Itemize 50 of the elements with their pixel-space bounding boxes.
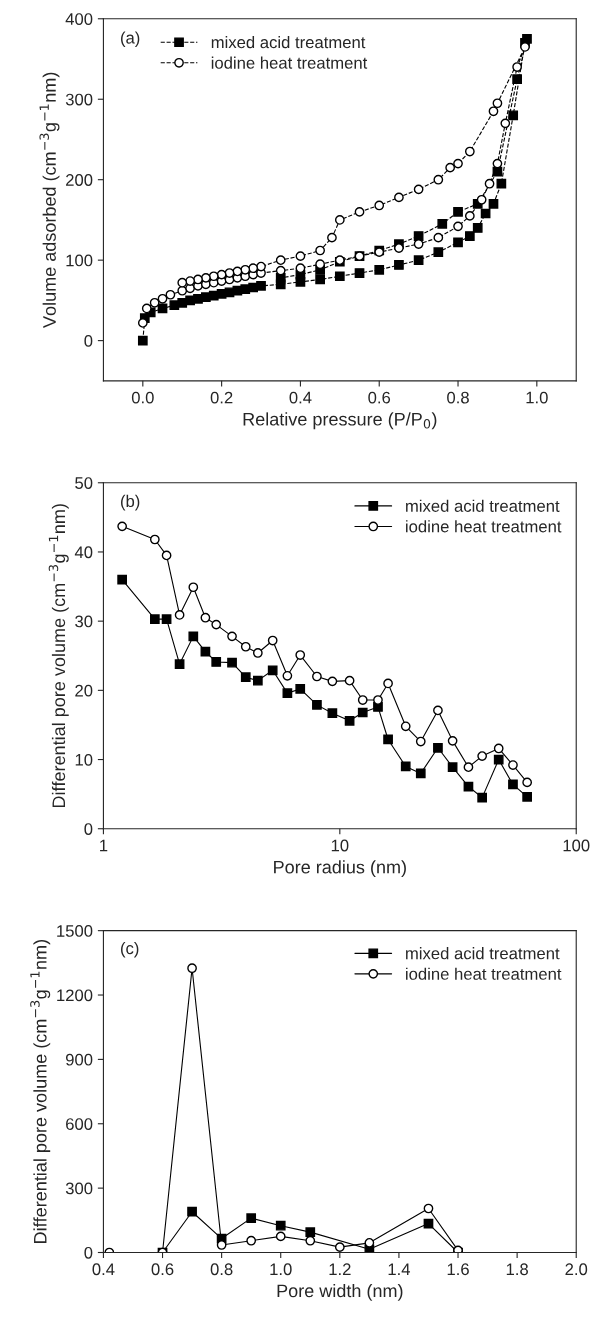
x-tick-label: 0.6 [151, 1263, 174, 1276]
x-tick-label: 0.8 [210, 1263, 233, 1276]
x-tick-label: 0.6 [368, 391, 391, 404]
legend-label: mixed acid treatment [211, 36, 366, 49]
legend-label: iodine heat treatment [406, 967, 562, 980]
annotation: (b) [121, 494, 140, 511]
y-tick-label: 40 [74, 546, 93, 559]
x-axis-title: Relative pressure (P/P$_{0}$) [243, 412, 437, 430]
x-tick-label: 0.8 [447, 391, 469, 404]
y-tick-label: 0 [84, 335, 93, 347]
y-tick-label: 1200 [57, 989, 93, 1002]
legend-label: mixed acid treatment [406, 947, 560, 960]
y-tick-label: 50 [75, 477, 93, 489]
y-tick-label: 200 [66, 174, 93, 186]
y-tick-label: 300 [65, 93, 93, 106]
annotation: (a) [121, 31, 140, 47]
x-tick-label: 1.4 [388, 1263, 411, 1275]
x-axis-title: Pore width (nm) [277, 1284, 403, 1301]
legend-label: iodine heat treatment [406, 520, 562, 533]
y-tick-label: 20 [75, 684, 93, 697]
y-tick-label: 900 [65, 1053, 93, 1066]
x-tick-label: 1.2 [329, 1263, 351, 1275]
y-tick-label: 0 [84, 823, 93, 835]
x-tick-label: 1.8 [506, 1263, 528, 1276]
x-axis-title: Pore radius (nm) [274, 860, 406, 878]
x-tick-label: 1.0 [526, 391, 548, 404]
x-tick-label: 0.4 [289, 391, 312, 404]
legend-label: iodine heat treatment [211, 56, 368, 69]
legend-label: mixed acid treatment [406, 499, 560, 512]
y-axis-title: Volume adsorbed (cm$^{−3}$g$^{−1}$nm) [39, 72, 60, 328]
y-tick-label: 600 [66, 1118, 93, 1130]
y-tick-label: 10 [75, 753, 93, 766]
x-tick-label: 1 [100, 839, 108, 852]
annotation: (c) [121, 941, 139, 958]
x-tick-label: 100 [563, 839, 590, 852]
x-tick-label: 0.2 [210, 391, 233, 404]
y-tick-label: 0 [84, 1246, 93, 1259]
y-tick-label: 1500 [57, 925, 93, 937]
y-axis-title: Differential pore volume (cm$^{−3}$g$^{−1}$nm) [30, 940, 51, 1243]
x-tick-label: 0.0 [131, 391, 154, 404]
y-tick-label: 30 [75, 615, 93, 628]
x-tick-label: 1.6 [447, 1263, 469, 1276]
x-tick-label: 2.0 [565, 1263, 588, 1276]
x-tick-label: 1.0 [270, 1263, 292, 1276]
y-tick-label: 300 [65, 1182, 93, 1195]
x-tick-label: 0.4 [92, 1263, 115, 1276]
y-tick-label: 100 [66, 254, 93, 267]
y-tick-label: 400 [65, 13, 93, 25]
x-tick-label: 10 [331, 839, 349, 852]
y-axis-title: Differential pore volume (cm$^{−3}$g$^{−1}$nm) [48, 504, 69, 808]
